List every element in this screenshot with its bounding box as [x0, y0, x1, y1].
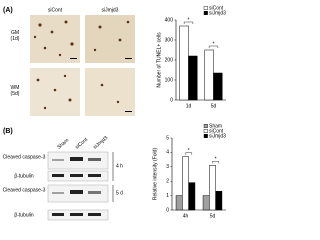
y-tick-label: 0: [166, 207, 169, 213]
y-tick-label: 3: [166, 164, 169, 170]
panel-label: (B): [3, 128, 13, 135]
legend-swatch: [203, 128, 208, 133]
y-tick-label: 300: [165, 37, 174, 43]
y-tick-label: 4: [166, 150, 169, 156]
significance-bracket: [208, 45, 219, 48]
blot-columns: Sham siCont siJmjd3: [56, 135, 109, 151]
significance-mark: *: [188, 17, 190, 23]
blot-row: Cleaved caspase-3: [3, 187, 46, 193]
legend-swatch: [203, 5, 208, 10]
blot-row: β-tubulin: [14, 212, 33, 218]
y-axis-label: Number of TUNEL+ cells: [156, 32, 162, 88]
blot-col: siJmjd3: [92, 135, 109, 151]
x-tick-label: 4h: [183, 213, 189, 219]
blot-time: 5 d: [116, 190, 123, 196]
y-tick-label: 1: [166, 193, 169, 199]
blot-col: siCont: [74, 136, 89, 150]
bar: [202, 195, 210, 211]
blot-time: 4 h: [116, 163, 123, 169]
blot-row: β-tubulin: [14, 173, 33, 179]
legend-swatch: [203, 133, 208, 138]
significance-bracket: [185, 152, 192, 155]
significance-bracket: [212, 161, 219, 164]
significance-mark: *: [215, 157, 217, 163]
significance-bracket: [183, 21, 194, 24]
legend-label: siJmjd3: [209, 133, 226, 139]
row-label: GM (1d): [11, 30, 20, 42]
significance-mark: *: [213, 41, 215, 47]
legend-label: siJmjd3: [209, 10, 226, 16]
bar: [188, 55, 198, 101]
x-tick-label: 5d: [210, 213, 216, 219]
bar: [175, 195, 183, 211]
significance-mark: *: [188, 148, 190, 154]
figure: (A) (B) siCont siJmjd3 GM (1d) WM (5d) Sha…: [3, 5, 226, 221]
micrograph-grid: [30, 15, 135, 116]
row-label: WM (5d): [11, 85, 20, 97]
x-tick-label: 1d: [186, 103, 192, 109]
legend-swatch: [203, 123, 208, 128]
y-tick-label: 100: [165, 77, 174, 83]
panel-label: (A): [3, 7, 13, 14]
blot: [47, 151, 114, 221]
bar: [179, 25, 189, 101]
y-tick-label: 400: [165, 17, 174, 23]
x-tick-label: 5d: [211, 103, 217, 109]
y-tick-label: 2: [166, 179, 169, 185]
bar: [204, 49, 214, 101]
legend-label: siCont: [209, 5, 224, 11]
y-tick-label: 200: [165, 57, 174, 63]
bar: [182, 156, 189, 211]
blot-row: Cleaved caspase-3: [3, 154, 46, 160]
bar: [213, 72, 223, 101]
blot-col: Sham: [56, 138, 70, 151]
y-tick-label: 0: [170, 97, 173, 103]
bar: [188, 182, 196, 211]
y-tick-label: 5: [166, 135, 169, 141]
bar: [215, 191, 223, 211]
col-label: siJmjd3: [102, 7, 119, 13]
y-axis-label: Relative intensity (Fold): [152, 148, 158, 201]
legend-label: Sham: [209, 123, 222, 129]
legend-swatch: [203, 10, 208, 15]
legend-label: siCont: [209, 128, 224, 134]
col-label: siCont: [48, 7, 63, 13]
bar: [209, 165, 216, 211]
